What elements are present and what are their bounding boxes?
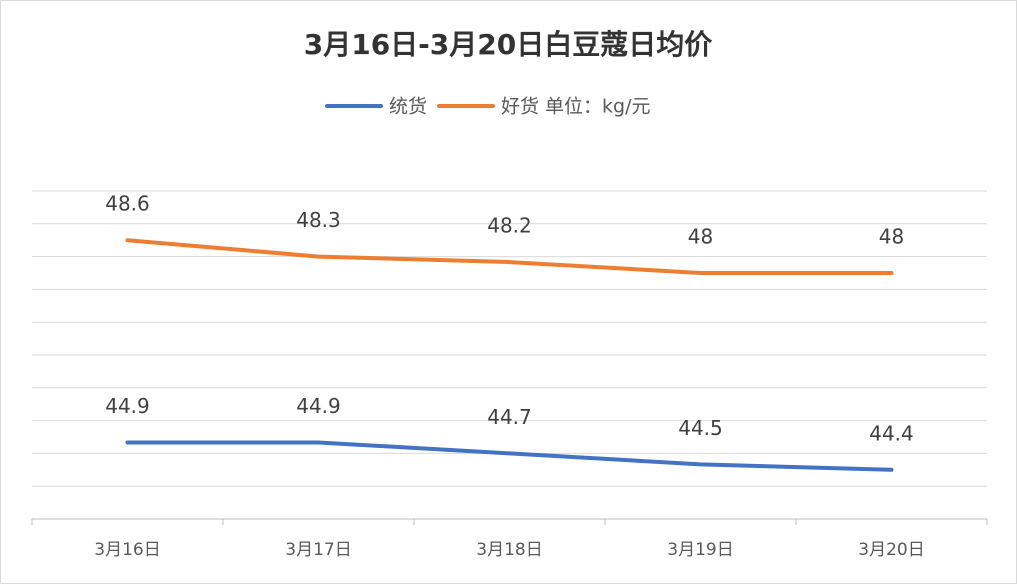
unit-note: 单位：kg/元 bbox=[545, 96, 650, 118]
line bbox=[125, 440, 894, 472]
data-label: 44.5 bbox=[678, 416, 723, 440]
data-label: 48 bbox=[688, 225, 713, 249]
line bbox=[125, 238, 894, 275]
x-tick-label: 3月17日 bbox=[285, 540, 351, 560]
data-label: 48 bbox=[879, 225, 904, 249]
data-label: 48.6 bbox=[105, 192, 150, 216]
data-label: 44.9 bbox=[105, 394, 150, 418]
chart-title: 3月16日-3月20日白豆蔻日均价 bbox=[304, 28, 714, 61]
data-label: 44.4 bbox=[869, 421, 914, 445]
x-tick-label: 3月18日 bbox=[476, 540, 542, 560]
x-tick-label: 3月16日 bbox=[94, 540, 160, 560]
data-label: 44.7 bbox=[487, 405, 532, 429]
x-tick-label: 3月20日 bbox=[858, 540, 924, 560]
legend-label: 统货 bbox=[389, 96, 427, 118]
data-label: 48.3 bbox=[296, 208, 341, 232]
legend: 统货 好货 单位：kg/元 bbox=[325, 96, 651, 118]
x-tick-label: 3月19日 bbox=[667, 540, 733, 560]
data-label: 44.9 bbox=[296, 394, 341, 418]
legend-label: 好货 bbox=[501, 96, 539, 118]
data-label: 48.2 bbox=[487, 214, 532, 238]
